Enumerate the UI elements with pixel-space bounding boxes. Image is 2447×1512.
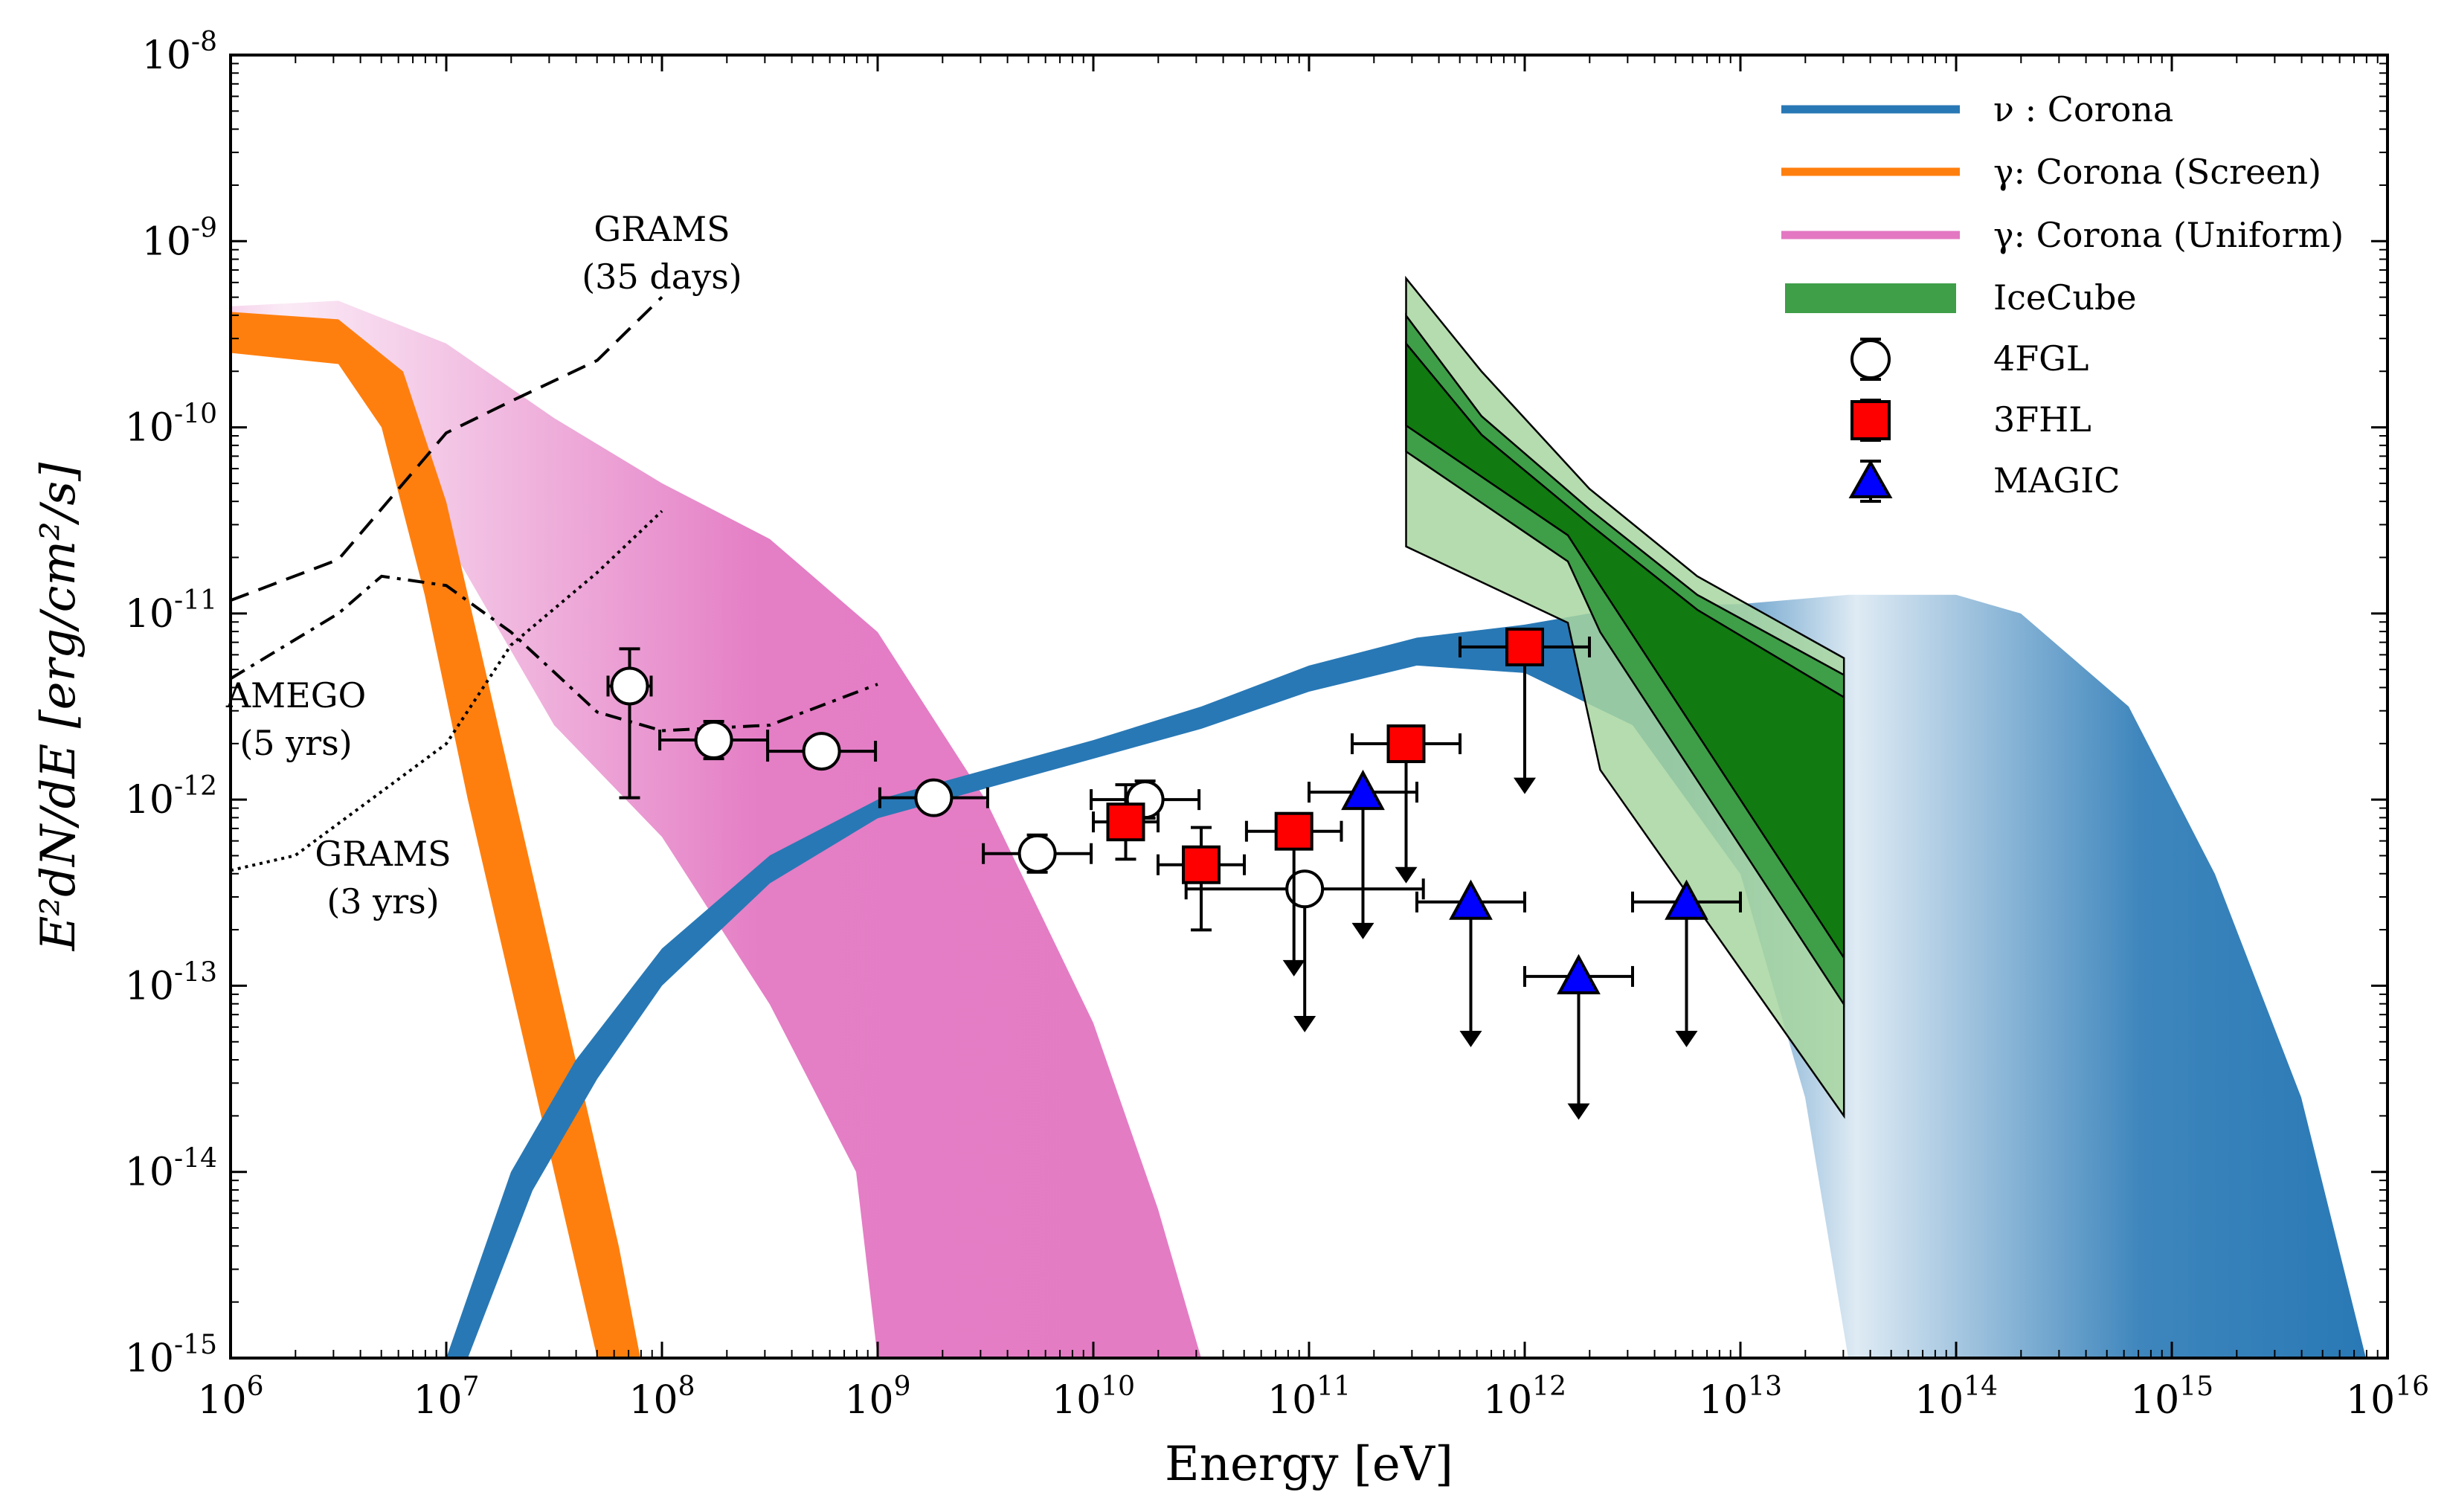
svg-text:(35 days): (35 days) [582, 257, 742, 297]
sensitivity-curve-0 [230, 295, 663, 602]
x-tick-label-3: 109 [844, 1371, 910, 1423]
y-tick-label-6: 10-9 [142, 213, 217, 264]
svg-text:GRAMS: GRAMS [594, 209, 730, 249]
x-tick-label-8: 1014 [1914, 1371, 1998, 1423]
annotation-grams-3-yrs: GRAMS (3 yrs) [315, 834, 451, 921]
sensitivity-curves [229, 295, 878, 872]
4fgl-point-2 [766, 732, 878, 771]
legend-label-magic: MAGIC [1993, 460, 2120, 501]
x-tick-label-7: 1013 [1699, 1371, 1782, 1423]
magic-point-0 [1308, 769, 1418, 939]
svg-text:AMEGO: AMEGO [225, 675, 366, 715]
y-tick-label-4: 10-11 [125, 585, 217, 637]
icecube-band [1405, 275, 1845, 1119]
x-tick-label-2: 108 [628, 1371, 695, 1423]
x-tick-label-0: 106 [197, 1371, 263, 1423]
4fgl-point-0 [606, 647, 653, 800]
x-tick-label-4: 1010 [1052, 1371, 1135, 1423]
legend-label-gamma-uniform: γ: Corona (Uniform) [1993, 215, 2344, 255]
svg-text:(3 yrs): (3 yrs) [327, 881, 439, 921]
3fhl-point-3 [1351, 724, 1462, 884]
x-axis-title: Energy [eV] [1165, 1437, 1453, 1492]
3fhl-point-0 [1092, 783, 1160, 861]
y-tick-label-2: 10-13 [125, 957, 217, 1008]
x-tick-label-6: 1012 [1483, 1371, 1566, 1423]
3fhl-point-4 [1459, 627, 1591, 794]
y-axis-title: E²dN/dE [erg/cm²/s] [31, 462, 86, 952]
axis-ticks: 106 107 108 109 1010 1011 1012 1013 1014 1015 1016… [125, 27, 2429, 1423]
icecube-band-inner [1405, 341, 1845, 962]
4fgl-point-3 [878, 778, 989, 817]
3fhl-point-1 [1157, 826, 1246, 932]
gamma-uniform-band [231, 300, 1201, 1358]
y-tick-label-5: 10-10 [125, 399, 217, 451]
sensitivity-curve-2 [230, 509, 663, 872]
model-bands [231, 300, 2366, 1358]
svg-text:GRAMS: GRAMS [315, 834, 451, 874]
x-tick-label-9: 1015 [2130, 1371, 2213, 1423]
legend-label-nu-corona: ν : Corona [1993, 89, 2173, 129]
legend-label-gamma-screen: γ: Corona (Screen) [1993, 152, 2321, 192]
x-tick-label-1: 107 [413, 1371, 479, 1423]
data-points [606, 627, 1742, 1120]
4fgl-point-1 [658, 720, 770, 761]
annotation-amego-5-yrs: AMEGO (5 yrs) [225, 675, 366, 763]
gamma-screen-band [231, 312, 640, 1358]
x-tick-label-10: 1016 [2346, 1371, 2429, 1423]
legend-label-3fhl: 3FHL [1993, 399, 2091, 440]
nu-corona-band [446, 594, 2366, 1358]
x-tick-label-5: 1011 [1267, 1371, 1351, 1423]
magic-point-3 [1631, 879, 1742, 1048]
legend-marker-3fhl [1850, 399, 1891, 442]
3fhl-point-2 [1244, 811, 1343, 977]
sensitivity-curve-1 [229, 574, 878, 733]
annotation-grams-35-days: GRAMS (35 days) [582, 209, 742, 297]
magic-point-2 [1523, 953, 1634, 1120]
y-tick-label-1: 10-14 [125, 1144, 217, 1195]
legend-marker-4fgl [1850, 338, 1891, 381]
y-tick-label-0: 10-15 [125, 1330, 217, 1381]
4fgl-point-6 [1184, 869, 1425, 1032]
y-tick-label-7: 10-8 [142, 27, 217, 78]
svg-text:(5 yrs): (5 yrs) [239, 723, 352, 763]
y-tick-label-3: 10-12 [125, 771, 217, 823]
legend-swatch-icecube [1785, 283, 1956, 313]
legend-marker-magic [1848, 459, 1893, 503]
magic-point-1 [1415, 879, 1526, 1048]
legend-label-4fgl: 4FGL [1993, 338, 2089, 379]
legend-label-icecube: IceCube [1993, 277, 2137, 318]
legend: ν : Corona γ: Corona (Screen) γ: Corona … [1781, 89, 2344, 503]
4fgl-point-4 [982, 833, 1093, 874]
